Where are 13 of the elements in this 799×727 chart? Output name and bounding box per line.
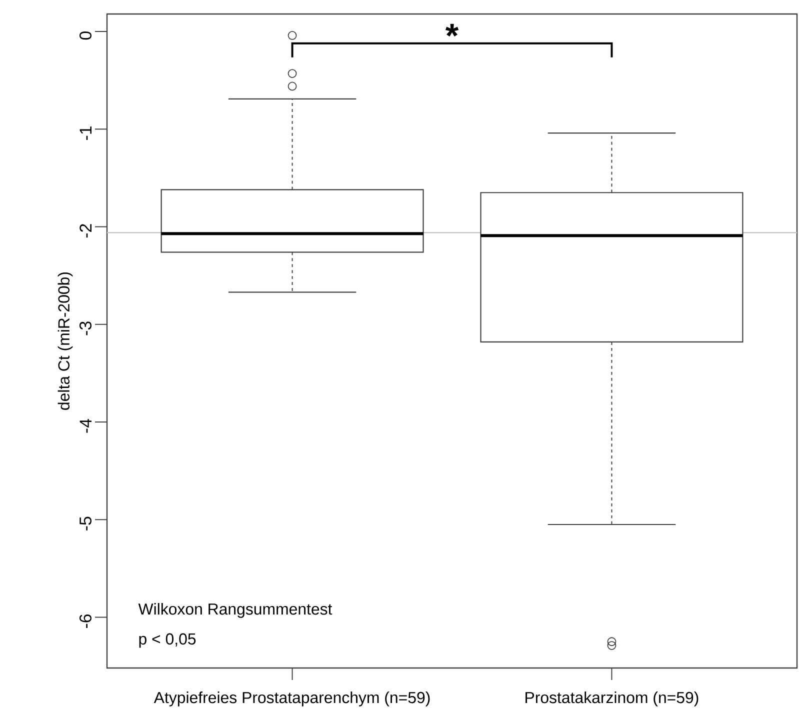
x-tick-label: Atypiefreies Prostataparenchym (n=59)	[154, 692, 430, 706]
y-tick-label: -3	[79, 322, 92, 336]
y-tick-label: -1	[80, 126, 92, 140]
y-tick-label: -6	[79, 614, 92, 628]
x-tick-label: Prostatakarzinom (n=59)	[526, 692, 698, 706]
y-tick-label: 0	[79, 32, 92, 40]
y-tick-label: -5	[80, 516, 92, 530]
y-axis-title: delta Ct (miR-200b)	[58, 272, 73, 410]
annotation: p < 0,05	[139, 633, 196, 648]
annotation: *	[446, 24, 459, 37]
y-tick-label: -2	[80, 224, 92, 238]
y-tick-label: -4	[80, 418, 92, 433]
annotation: Wilkoxon Rangsummentest	[138, 603, 332, 618]
